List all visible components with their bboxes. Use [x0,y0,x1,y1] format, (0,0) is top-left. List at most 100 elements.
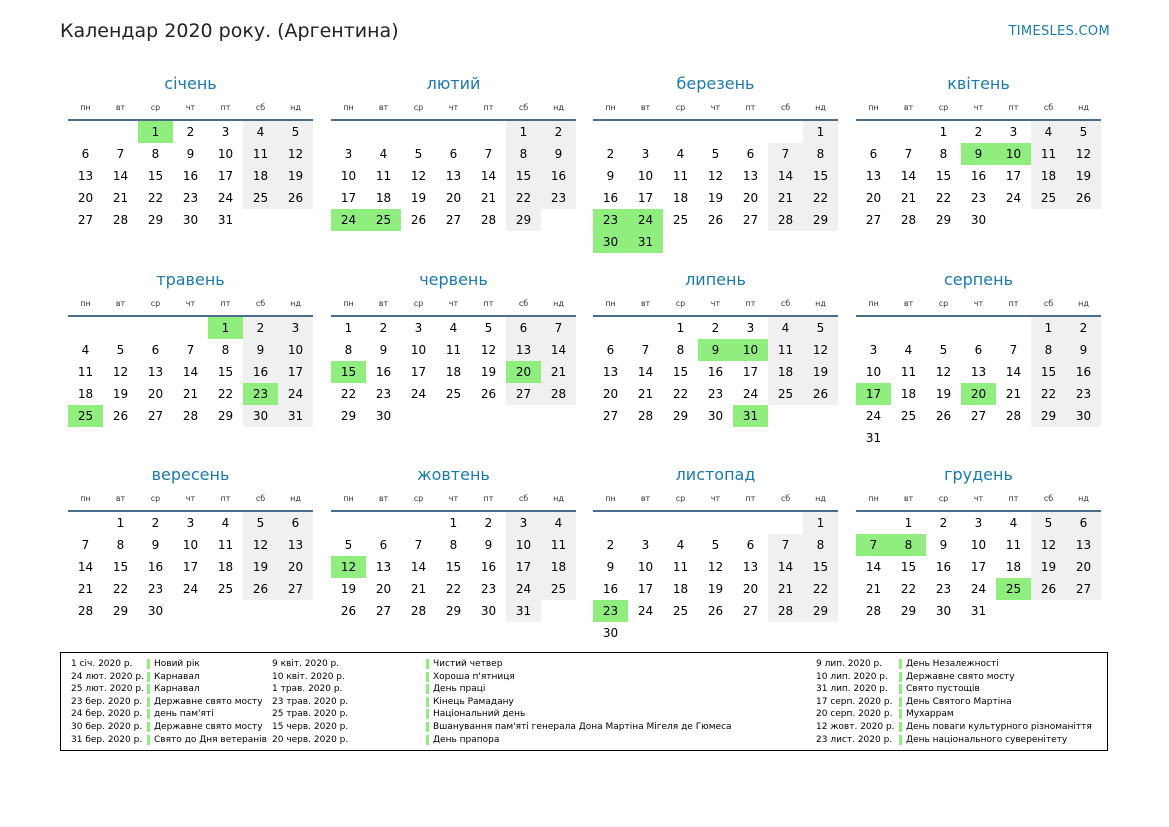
day-cell: 2 [606,147,615,161]
day-cell: 28 [410,604,427,618]
holiday-day-cell: 24 [628,209,663,231]
day-cell: 22 [1031,383,1066,405]
day-cell: 5 [116,343,125,357]
weekday-label: ср [938,299,949,308]
day-cell: 9 [379,343,388,357]
day-cell: 26 [480,387,497,401]
day-cell: 25 [541,578,576,600]
day-cell: 3 [641,147,650,161]
weekday-label: пн [868,494,879,503]
day-cell: 7 [768,534,803,556]
day-cell: 31 [506,600,541,622]
day-cell: 3 [746,321,755,335]
holiday-day-cell: 24 [331,209,366,231]
month-header-line [856,315,1101,317]
holiday-day-cell: 15 [331,361,366,383]
day-cell: 19 [112,387,129,401]
weekday-label: пн [343,103,354,112]
day-cell: 4 [676,538,685,552]
day-cell: 28 [900,213,917,227]
day-cell: 15 [147,169,164,183]
day-cell: 24 [970,582,987,596]
day-cell: 10 [278,339,313,361]
day-cell: 1 [506,121,541,143]
holiday-day-cell: 7 [856,534,891,556]
day-cell: 10 [970,538,987,552]
legend-date: 12 жовт. 2020 р. [816,721,895,732]
day-cell: 30 [147,604,164,618]
day-cell: 8 [676,343,685,357]
day-cell: 14 [900,169,917,183]
day-cell: 21 [900,191,917,205]
legend-color-bar-2 [426,659,429,747]
month-header-line [593,510,838,512]
day-cell: 29 [1031,405,1066,427]
day-cell: 5 [344,538,353,552]
day-cell: 30 [602,626,619,640]
day-cell: 5 [711,147,720,161]
day-cell: 13 [970,365,987,379]
day-cell: 27 [278,578,313,600]
day-cell: 19 [707,582,724,596]
day-cell: 15 [217,365,234,379]
day-cell: 10 [637,560,654,574]
day-cell: 4 [676,147,685,161]
day-cell: 22 [672,387,689,401]
day-cell: 6 [151,343,160,357]
weekday-label: нд [815,103,826,112]
month-header-line [331,510,576,512]
day-cell: 18 [541,556,576,578]
weekday-label: ср [413,299,424,308]
weekday-label: сб [255,494,266,503]
legend-date: 1 січ. 2020 р. [71,659,133,669]
weekday-label: нд [290,103,301,112]
day-cell: 17 [506,556,541,578]
weekday-label: ср [938,494,949,503]
month-name: березень [676,74,755,93]
day-cell: 28 [768,600,803,622]
holiday-legend: 1 січ. 2020 р. 24 лют. 2020 р. 25 лют. 2… [60,652,1108,751]
day-cell: 1 [803,512,838,534]
weekday-label: вт [640,103,651,112]
day-cell: 7 [116,147,125,161]
legend-holiday: Хороша п'ятниця [433,671,515,682]
day-cell: 20 [742,582,759,596]
day-cell: 19 [278,165,313,187]
day-cell: 15 [506,165,541,187]
day-cell: 17 [340,191,357,205]
legend-date: 24 бер. 2020 р. [71,709,143,720]
day-cell: 22 [217,387,234,401]
weekday-label: пн [80,103,91,112]
day-cell: 5 [711,538,720,552]
day-cell: 7 [768,143,803,165]
day-cell: 3 [974,516,983,530]
day-cell: 24 [637,604,654,618]
day-cell: 21 [77,582,94,596]
day-cell: 27 [445,213,462,227]
brand-logo-text[interactable]: TIMESLES.COM [1008,24,1110,39]
day-cell: 3 [869,343,878,357]
legend-date: 30 бер. 2020 р. [71,721,143,732]
day-cell: 20 [742,191,759,205]
weekday-label: пн [80,299,91,308]
day-cell: 31 [278,405,313,427]
legend-color-bar-3 [899,659,902,747]
day-cell: 4 [768,317,803,339]
weekday-label: пт [1008,299,1019,308]
day-cell: 16 [182,169,199,183]
day-cell: 11 [541,534,576,556]
day-cell: 8 [151,147,160,161]
weekday-label: вт [903,103,914,112]
day-cell: 23 [541,187,576,209]
day-cell: 20 [445,191,462,205]
day-cell: 19 [410,191,427,205]
weekday-label: нд [1078,299,1089,308]
weekday-label: вт [640,494,651,503]
day-cell: 25 [672,213,689,227]
legend-date: 24 лют. 2020 р. [71,671,144,682]
weekday-label: пт [220,494,231,503]
day-cell: 5 [1031,512,1066,534]
day-cell: 26 [1066,187,1101,209]
day-cell: 25 [1031,187,1066,209]
day-cell: 13 [742,169,759,183]
